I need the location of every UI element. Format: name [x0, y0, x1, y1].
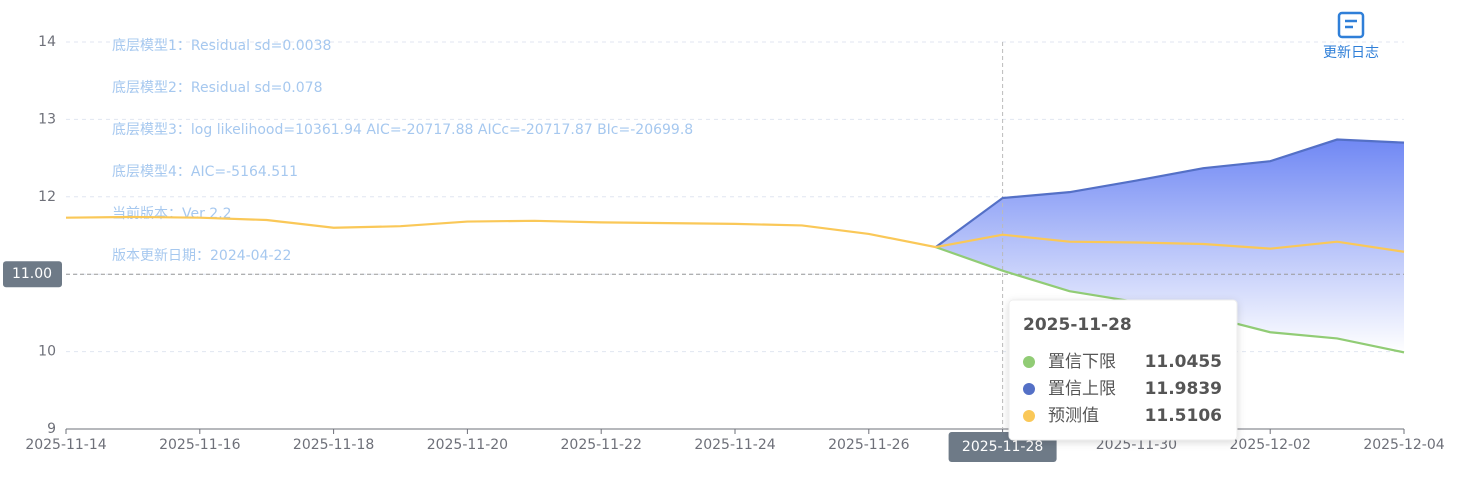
annotation: 底层模型2：Residual sd=0.078 — [112, 80, 322, 96]
x-tick-label: 2025-11-14 — [25, 437, 106, 453]
x-tick-label: 2025-11-18 — [293, 437, 374, 453]
annotation: 底层模型1：Residual sd=0.0038 — [112, 38, 331, 54]
plot: 910111213142025-11-142025-11-162025-11-1… — [3, 34, 1445, 462]
changelog-icon[interactable] — [1337, 11, 1365, 39]
tooltip-series-name: 预测值 — [1048, 406, 1099, 426]
tooltip-marker — [1023, 410, 1035, 422]
x-tick-label: 2025-11-22 — [561, 437, 642, 453]
y-tick-label: 13 — [38, 111, 56, 127]
x-tick-label: 2025-11-16 — [159, 437, 240, 453]
y-tick-label: 10 — [38, 344, 56, 360]
annotation: 版本更新日期：2024-04-22 — [112, 248, 291, 264]
annotation: 底层模型3：log likelihood=10361.94 AIC=-20717… — [112, 122, 693, 138]
changelog-button[interactable]: 更新日志 — [1323, 11, 1379, 61]
x-tick-label: 2025-12-04 — [1363, 437, 1444, 453]
x-tick-label: 2025-11-20 — [427, 437, 508, 453]
tooltip-value: 11.9839 — [1145, 379, 1222, 399]
tooltip-value: 11.0455 — [1145, 352, 1222, 372]
x-tick-label: 2025-12-02 — [1230, 437, 1311, 453]
y-tick-label: 9 — [47, 421, 56, 437]
x-tick-label: 2025-11-26 — [828, 437, 909, 453]
confidence-band — [935, 139, 1404, 353]
tooltip-title: 2025-11-28 — [1023, 315, 1132, 335]
series-line — [935, 138, 1405, 248]
tooltip-value: 11.5106 — [1145, 406, 1222, 426]
y-tick-label: 14 — [38, 34, 56, 50]
tooltip: 2025-11-28 置信下限 11.0455 置信上限 11.9839 预测值 11.51… — [1008, 299, 1238, 441]
y-pointer-label-bg — [3, 261, 62, 288]
y-tick-label: 12 — [38, 189, 56, 205]
changelog-label[interactable]: 更新日志 — [1323, 45, 1379, 61]
tooltip-series-name: 置信上限 — [1048, 379, 1116, 399]
tooltip-box — [1008, 299, 1238, 441]
x-tick-label: 2025-11-24 — [694, 437, 775, 453]
tooltip-marker — [1023, 383, 1035, 395]
y-pointer-label: 11.00 — [12, 266, 52, 282]
annotation: 底层模型4：AIC=-5164.511 — [112, 164, 298, 180]
annotation: 当前版本：Ver 2.2 — [112, 205, 232, 222]
tooltip-series-name: 置信下限 — [1048, 352, 1116, 372]
x-tick-label: 2025-11-30 — [1096, 437, 1177, 453]
x-pointer-label: 2025-11-28 — [962, 439, 1043, 455]
tooltip-marker — [1023, 356, 1035, 368]
series-line — [65, 215, 1405, 253]
